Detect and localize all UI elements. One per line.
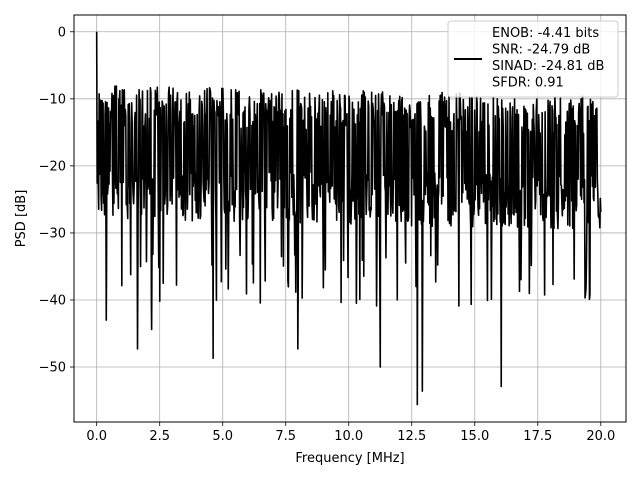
y-tick-label: 0 — [58, 25, 66, 40]
x-tick-label: 12.5 — [397, 429, 426, 444]
x-tick-label: 10.0 — [334, 429, 363, 444]
psd-line — [95, 31, 602, 406]
y-tick-label: −10 — [39, 92, 66, 107]
legend-line-sinad: SINAD: -24.81 dB — [492, 59, 604, 74]
legend-box — [447, 20, 619, 98]
y-tick-label: −30 — [39, 226, 66, 241]
series-psd — [95, 31, 602, 406]
x-tick-label: 2.5 — [149, 429, 170, 444]
x-tick-label: 17.5 — [523, 429, 552, 444]
y-tick-label: −20 — [39, 159, 66, 174]
y-axis-label: PSD [dB] — [14, 190, 29, 248]
x-tick-label: 5.0 — [212, 429, 233, 444]
legend-line-snr: SNR: -24.79 dB — [492, 43, 590, 58]
y-tick-label: −50 — [39, 361, 66, 376]
x-tick-label: 20.0 — [586, 429, 615, 444]
y-axis-ticks: 0 −10 −20 −30 −40 −50 — [39, 25, 74, 376]
x-tick-label: 7.5 — [275, 429, 296, 444]
plot-frame — [73, 14, 627, 423]
x-tick-label: 0.0 — [86, 429, 107, 444]
x-axis-ticks: 0.0 2.5 5.0 7.5 10.0 12.5 15.0 17.5 20.0 — [86, 422, 615, 444]
legend-line-enob: ENOB: -4.41 bits — [492, 26, 599, 41]
legend: ENOB: -4.41 bits SNR: -24.79 dB SINAD: -… — [447, 20, 619, 98]
x-axis-label: Frequency [MHz] — [295, 451, 404, 466]
legend-line-sfdr: SFDR: 0.91 — [492, 76, 564, 91]
x-tick-label: 15.0 — [460, 429, 489, 444]
y-tick-label: −40 — [39, 293, 66, 308]
